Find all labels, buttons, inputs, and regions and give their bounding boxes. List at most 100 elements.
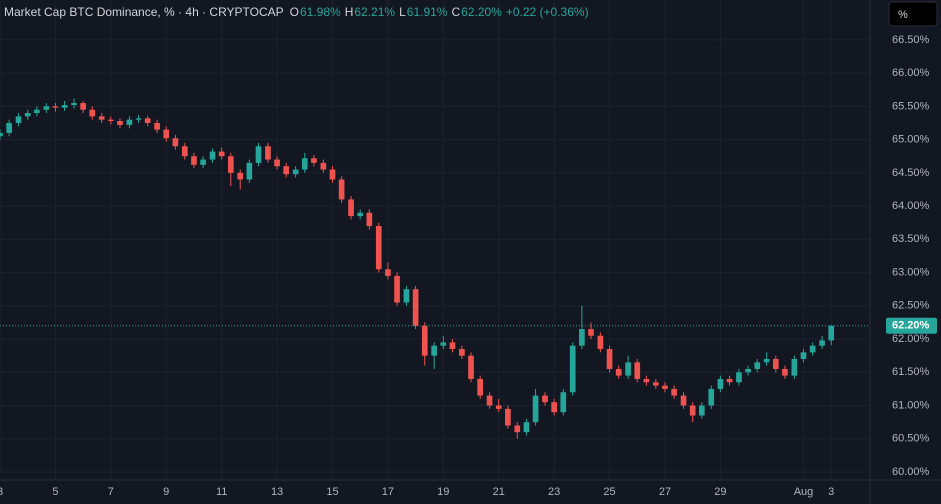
candle-body [107, 119, 114, 121]
candle-body [431, 345, 438, 356]
candle-body [736, 372, 742, 383]
candle-body [283, 166, 290, 175]
candle-body [181, 146, 188, 157]
candle-body [560, 392, 567, 413]
candle-body [274, 159, 280, 167]
legend-value: 61.91% [407, 5, 448, 19]
candle-body [542, 395, 548, 403]
unit-button[interactable] [888, 1, 938, 27]
grid [0, 0, 870, 480]
candle-body [265, 146, 271, 160]
candle-body [421, 325, 428, 356]
candle-body [819, 340, 825, 346]
x-tick-label: 13 [271, 486, 283, 498]
y-tick-label: 61.50% [892, 366, 930, 378]
candle-body [772, 359, 779, 369]
candle-body [163, 129, 170, 139]
candle-body [338, 179, 345, 200]
candle-body [726, 378, 733, 383]
x-tick-label: 9 [163, 486, 169, 498]
candle-body [689, 405, 696, 416]
candle-body [615, 368, 622, 376]
candle-body [89, 109, 96, 117]
y-tick-label: 66.00% [892, 67, 930, 79]
candle-body [61, 105, 68, 108]
candle-body [468, 355, 474, 379]
candle-body [348, 199, 354, 217]
candle-body [551, 402, 557, 413]
legend-key: L [399, 5, 406, 19]
candle-body [625, 362, 631, 376]
candle-body [579, 329, 585, 346]
candle-body [6, 122, 12, 133]
y-tick-label: 65.00% [892, 134, 930, 146]
x-tick-label: 11 [216, 486, 227, 498]
y-tick-label: 60.00% [892, 466, 930, 478]
candle-body [745, 368, 751, 373]
candle-body [52, 106, 59, 108]
x-tick-label: 25 [603, 486, 615, 498]
candle-body [486, 395, 493, 406]
legend-change: +0.22 (+0.36%) [506, 5, 589, 19]
x-tick-label: 17 [382, 486, 394, 498]
legend-value: 62.21% [354, 5, 395, 19]
candle-body [514, 425, 521, 433]
candle-body [597, 335, 604, 350]
candle-body [80, 103, 86, 110]
legend-key: C [451, 5, 460, 19]
y-tick-label: 63.00% [892, 266, 930, 278]
legend-value: 62.20% [461, 5, 502, 19]
candle-body [227, 156, 234, 173]
last-price-box [886, 317, 937, 334]
legend-bar: Market Cap BTC Dominance, % · 4h · CRYPT… [4, 5, 589, 19]
candle-body [698, 405, 705, 416]
candle-body [523, 422, 530, 433]
candle-body [301, 158, 308, 170]
candle-body [218, 151, 225, 157]
candle-body [154, 122, 160, 130]
candle-body [255, 146, 262, 163]
candle-body [15, 116, 22, 123]
candle-body [0, 132, 3, 137]
y-tick-label: 62.50% [892, 300, 930, 312]
candle-body [477, 378, 483, 396]
x-tick-label: 29 [714, 486, 726, 498]
legend-key: O [290, 5, 299, 19]
candle-body [800, 352, 807, 360]
y-tick-label: 64.00% [892, 200, 930, 212]
x-tick-label: 5 [52, 486, 58, 498]
x-tick-label: 21 [493, 486, 505, 498]
candle-body [144, 118, 151, 123]
candle-body [375, 226, 382, 270]
x-tick-label: Aug [794, 486, 814, 498]
candle-body [495, 405, 502, 409]
x-tick-label: 19 [437, 486, 449, 498]
x-tick-label: 27 [659, 486, 671, 498]
candle-body [292, 169, 299, 175]
candle-body [366, 212, 373, 227]
candle-body [209, 151, 216, 160]
y-tick-label: 60.50% [892, 433, 930, 445]
candle-body [782, 368, 788, 376]
candle-body [754, 362, 761, 369]
candle-body [791, 359, 798, 376]
candle-body [763, 359, 770, 363]
legend-key: H [345, 5, 354, 19]
candle-body [135, 118, 142, 120]
candle-body [71, 103, 77, 106]
candle-body [505, 408, 511, 426]
x-tick-label: 15 [326, 486, 338, 498]
x-tick-label: 23 [548, 486, 560, 498]
candles [0, 98, 870, 439]
y-tick-label: 64.50% [892, 167, 930, 179]
candle-body [126, 119, 133, 125]
unit-button-label[interactable]: % [898, 9, 908, 21]
x-tick-label: 3 [0, 486, 3, 498]
y-tick-label: 65.50% [892, 100, 930, 112]
x-tick-label: 7 [108, 486, 114, 498]
candle-body [643, 378, 650, 383]
legend-value: 61.98% [300, 5, 341, 19]
y-tick-label: 62.00% [892, 333, 930, 345]
